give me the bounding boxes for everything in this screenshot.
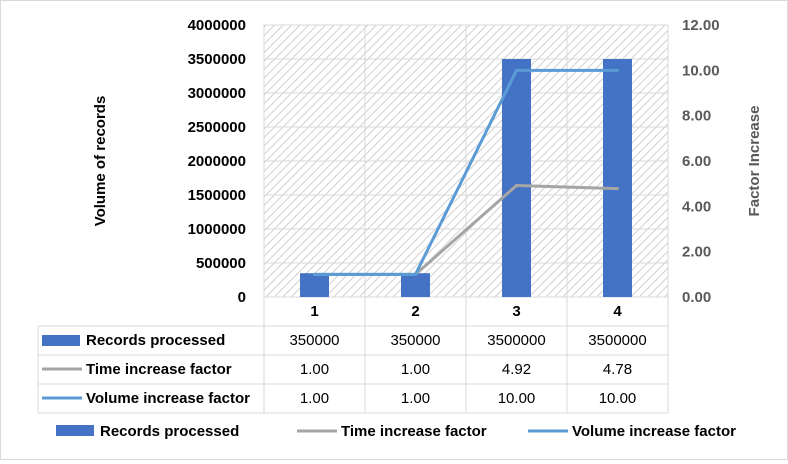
table-series-name: Volume increase factor [86, 390, 250, 407]
category-label: 1 [310, 303, 318, 320]
line-point [515, 183, 518, 187]
left-tick-label: 4000000 [188, 17, 246, 34]
table-cell: 1.00 [401, 390, 430, 407]
table-cell: 350000 [390, 332, 440, 349]
category-label: 2 [411, 303, 419, 320]
left-tick-label: 3500000 [188, 51, 246, 68]
bar-2 [401, 273, 430, 297]
legend-key [56, 425, 94, 436]
table-legend-key [42, 335, 80, 346]
right-axis-title: Factor Increase [746, 106, 763, 217]
right-tick-label: 10.00 [682, 62, 720, 79]
left-tick-label: 2500000 [188, 119, 246, 136]
table-cell: 4.78 [603, 361, 632, 378]
right-axis-ticks: 0.00 2.00 4.00 6.00 8.00 10.00 12.00 [682, 17, 720, 306]
right-tick-label: 8.00 [682, 108, 711, 125]
left-tick-label: 1500000 [188, 187, 246, 204]
table-cell: 4.92 [502, 361, 531, 378]
line-point [313, 272, 316, 276]
line-series-2 [314, 68, 618, 276]
legend-label: Volume increase factor [572, 423, 736, 440]
table-cell: 10.00 [599, 390, 637, 407]
left-tick-label: 1000000 [188, 221, 246, 238]
table-cell: 3500000 [588, 332, 646, 349]
table-cell: 10.00 [498, 390, 536, 407]
category-label: 4 [613, 303, 622, 320]
right-tick-label: 6.00 [682, 153, 711, 170]
category-label: 3 [512, 303, 520, 320]
left-axis-ticks: 0 500000 1000000 1500000 2000000 2500000 30000… [188, 17, 246, 306]
line-point [616, 68, 619, 72]
line-point [616, 187, 619, 191]
line-point [414, 272, 417, 276]
table-series-name: Time increase factor [86, 361, 232, 378]
bar-4 [603, 59, 632, 297]
table-series-name: Records processed [86, 332, 225, 349]
bar-1 [300, 273, 329, 297]
table-cell: 1.00 [300, 361, 329, 378]
legend: Records processed Time increase factor Vol… [56, 423, 736, 440]
left-tick-label: 0 [238, 289, 246, 306]
left-tick-label: 3000000 [188, 85, 246, 102]
right-tick-label: 0.00 [682, 289, 711, 306]
line-point [515, 68, 518, 72]
legend-label: Records processed [100, 423, 239, 440]
right-tick-label: 4.00 [682, 198, 711, 215]
line-series [313, 68, 619, 276]
bar-series [300, 59, 632, 297]
bar-3 [502, 59, 531, 297]
table-cell: 350000 [289, 332, 339, 349]
right-tick-label: 12.00 [682, 17, 720, 34]
left-tick-label: 500000 [196, 255, 246, 272]
right-tick-label: 2.00 [682, 244, 711, 261]
table-cell: 3500000 [487, 332, 545, 349]
left-axis-title: Volume of records [92, 96, 109, 227]
legend-label: Time increase factor [341, 423, 487, 440]
table-cell: 1.00 [401, 361, 430, 378]
table-cell: 1.00 [300, 390, 329, 407]
data-table: 1 2 3 4 Records processed 350000 350000 3500000… [37, 297, 669, 414]
left-tick-label: 2000000 [188, 153, 246, 170]
